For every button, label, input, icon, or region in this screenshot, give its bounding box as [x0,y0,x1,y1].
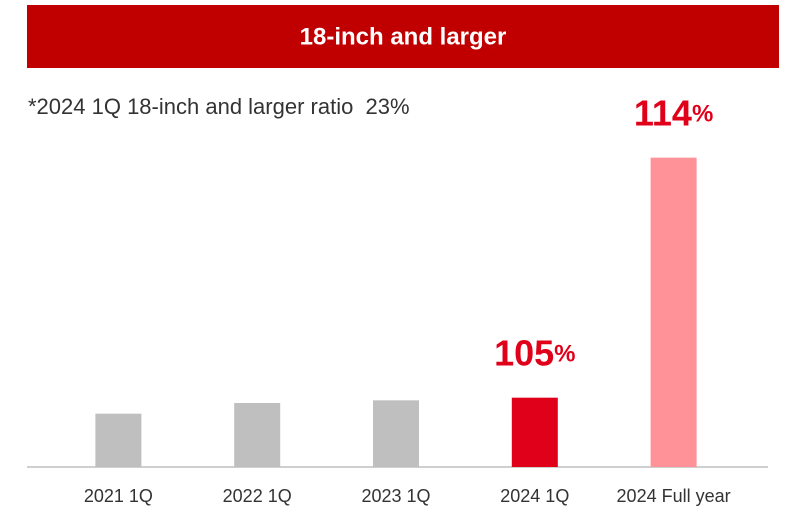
x-tick-label: 2021 1Q [84,486,153,506]
x-tick-label: 2023 1Q [361,486,430,506]
x-tick-label: 2024 1Q [500,486,569,506]
bar [511,397,558,467]
bar [373,400,419,467]
x-tick-label: 2022 1Q [223,486,292,506]
value-label: 105% [494,332,575,373]
annotation: *2024 1Q 18-inch and larger ratio 23% [28,94,410,119]
bar [95,413,142,467]
bar [234,403,281,467]
value-label: 114% [634,92,713,133]
chart-title: 18-inch and larger [300,23,507,50]
x-tick-label: 2024 Full year [617,486,731,506]
bar [650,157,697,467]
title-banner [27,5,779,68]
